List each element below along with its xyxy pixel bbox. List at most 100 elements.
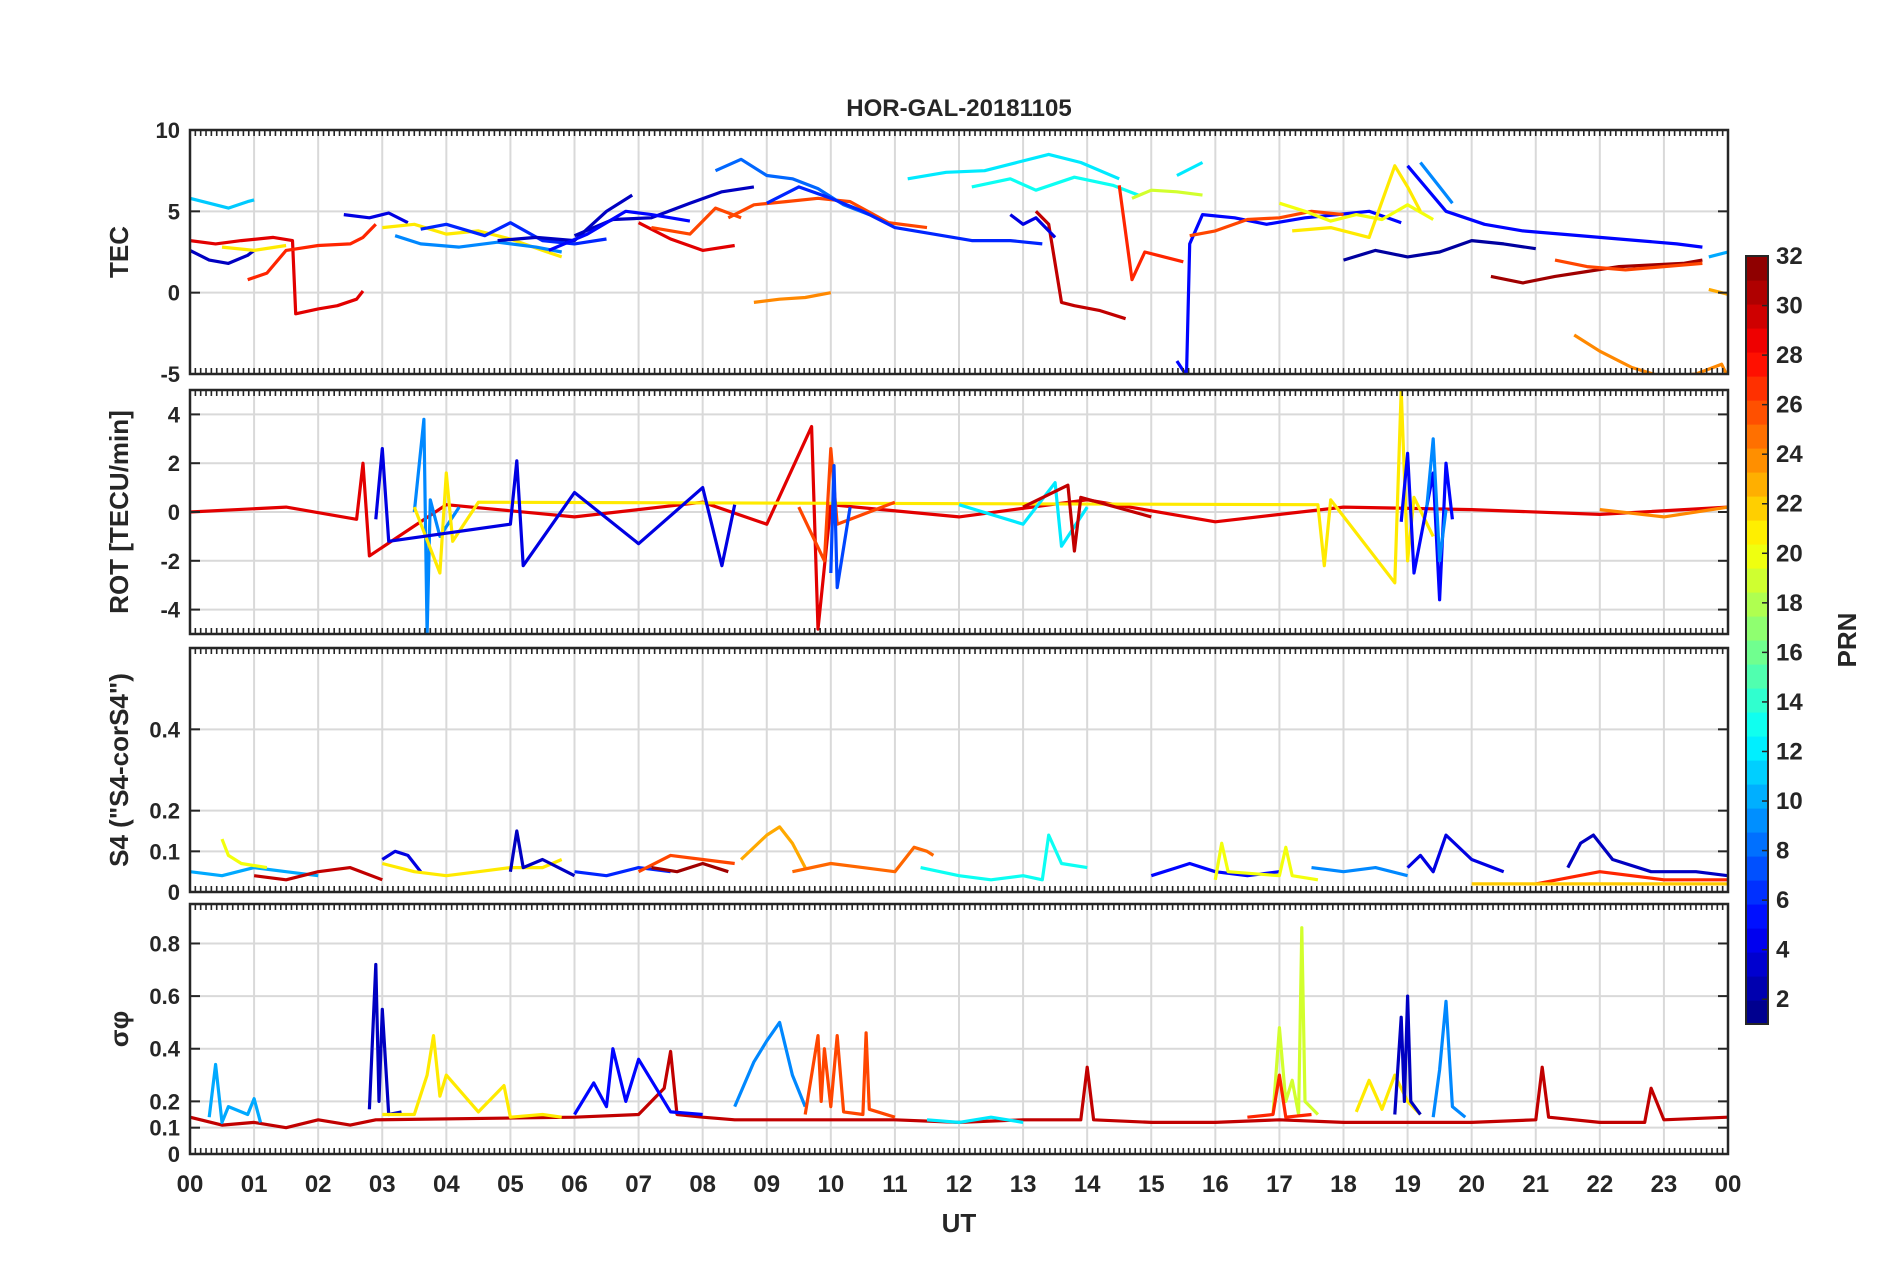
y-tick-label: 0.2 bbox=[149, 1089, 180, 1114]
x-tick-label: 08 bbox=[689, 1171, 716, 1198]
colorbar-tick-label: 16 bbox=[1776, 639, 1803, 666]
series-line-prn-12 bbox=[907, 152, 1120, 181]
panel-s4: 0 0.1 0.2 0.4 S4 ("S4-corS4") bbox=[104, 646, 1730, 905]
colorbar-tick-label: 12 bbox=[1776, 738, 1803, 765]
colorbar-segment bbox=[1746, 520, 1768, 545]
series-line-prn-26 bbox=[651, 206, 742, 236]
series-line-prn-29 bbox=[190, 235, 365, 316]
series-line-prn-5 bbox=[1406, 164, 1703, 249]
colorbar-tick-label: 20 bbox=[1776, 540, 1803, 567]
colorbar-segment bbox=[1746, 856, 1768, 881]
x-tick-label: 11 bbox=[882, 1171, 907, 1198]
colorbar-segment bbox=[1746, 256, 1768, 281]
colorbar-segment bbox=[1746, 736, 1768, 761]
colorbar-segment bbox=[1746, 640, 1768, 665]
series-line-prn-7 bbox=[829, 464, 852, 590]
series-line-prn-4 bbox=[381, 849, 422, 873]
colorbar-tick-label: 32 bbox=[1776, 243, 1803, 270]
x-tick-label: 06 bbox=[561, 1171, 588, 1198]
series-line-prn-13 bbox=[920, 833, 1088, 882]
colorbar-tick-label: 2 bbox=[1776, 986, 1789, 1013]
y-tick-label: -5 bbox=[160, 362, 180, 387]
series-line-prn-5 bbox=[1399, 451, 1454, 602]
series-line-prn-21 bbox=[221, 243, 287, 252]
colorbar-segment bbox=[1746, 784, 1768, 809]
series-line-prn-9 bbox=[394, 234, 562, 254]
y-axis-label-rot: ROT [TECU/min] bbox=[104, 410, 134, 614]
x-tick-label: 09 bbox=[753, 1171, 780, 1198]
x-tick-label: 04 bbox=[433, 1171, 460, 1198]
y-tick-label: -4 bbox=[160, 598, 180, 623]
x-tick-label: 23 bbox=[1651, 1171, 1678, 1198]
series-line-prn-30 bbox=[253, 865, 383, 882]
colorbar-tick-label: 14 bbox=[1776, 689, 1803, 716]
series-line-prn-30 bbox=[190, 1049, 1728, 1130]
x-tick-label: 02 bbox=[305, 1171, 332, 1198]
series-line-prn-3 bbox=[190, 248, 256, 265]
series-line-prn-10 bbox=[1708, 250, 1728, 259]
colorbar-tick-label: 24 bbox=[1776, 441, 1803, 468]
colorbar-segment bbox=[1746, 400, 1768, 425]
y-tick-label: 10 bbox=[156, 118, 180, 143]
series-line-prn-13 bbox=[971, 175, 1139, 197]
series-line-prn-5 bbox=[1175, 209, 1402, 374]
series-line-prn-12 bbox=[958, 481, 1089, 548]
colorbar-segment bbox=[1746, 880, 1768, 905]
y-tick-label: 0.4 bbox=[149, 717, 180, 742]
series-line-prn-27 bbox=[247, 223, 377, 282]
axes-frame bbox=[188, 128, 1730, 376]
x-tick-label: 00 bbox=[177, 1171, 204, 1198]
x-tick-label: 20 bbox=[1458, 1171, 1485, 1198]
colorbar-segment bbox=[1746, 496, 1768, 521]
series-line-prn-4 bbox=[343, 211, 409, 225]
x-tick-label: 01 bbox=[241, 1171, 268, 1198]
series-line-prn-9 bbox=[733, 1020, 807, 1108]
series-line-prn-25 bbox=[792, 845, 935, 874]
series-line-prn-4 bbox=[1406, 833, 1505, 874]
axes-frame bbox=[188, 646, 1730, 894]
y-tick-label: 0 bbox=[168, 880, 180, 905]
y-tick-label: 0 bbox=[168, 1142, 180, 1167]
colorbar-segment bbox=[1746, 376, 1768, 401]
colorbar-segment bbox=[1746, 304, 1768, 329]
series-line-prn-4 bbox=[374, 447, 737, 568]
y-tick-label: 0.6 bbox=[149, 984, 180, 1009]
series-line-prn-27 bbox=[1247, 1073, 1312, 1119]
colorbar-segment bbox=[1746, 664, 1768, 689]
y-tick-label: 0 bbox=[168, 281, 180, 306]
y-tick-label: 2 bbox=[168, 451, 180, 476]
series-line-prn-20 bbox=[220, 838, 268, 870]
colorbar-tick-label: 22 bbox=[1776, 491, 1803, 518]
x-tick-label: 00 bbox=[1715, 1171, 1742, 1198]
series-line-prn-24 bbox=[753, 291, 832, 304]
x-tick-label: 05 bbox=[497, 1171, 524, 1198]
series-line-prn-29 bbox=[637, 221, 735, 252]
x-tick-label: 21 bbox=[1522, 1171, 1549, 1198]
axes-frame bbox=[188, 388, 1730, 636]
series-line-prn-30 bbox=[1034, 210, 1127, 321]
x-tick-label: 14 bbox=[1074, 1171, 1101, 1198]
series-line-prn-27 bbox=[1117, 185, 1184, 282]
series-line-prn-9 bbox=[1419, 161, 1454, 205]
series-line-prn-11 bbox=[190, 196, 255, 210]
colorbar-tick-label: 28 bbox=[1776, 342, 1803, 369]
chart-title: HOR-GAL-20181105 bbox=[846, 95, 1071, 122]
x-tick-label: 22 bbox=[1586, 1171, 1613, 1198]
colorbar-tick-label: 6 bbox=[1776, 887, 1789, 914]
y-tick-label: 0.1 bbox=[149, 1116, 180, 1141]
series-line-prn-10 bbox=[207, 1062, 263, 1125]
series-group bbox=[190, 390, 1728, 634]
series-line-prn-4 bbox=[1009, 213, 1057, 239]
series-line-prn-24 bbox=[1599, 505, 1728, 519]
colorbar-segment bbox=[1746, 280, 1768, 305]
colorbar-tick-label: 18 bbox=[1776, 590, 1803, 617]
colorbar-tick-label: 10 bbox=[1776, 788, 1803, 815]
series-line-prn-12 bbox=[1176, 161, 1204, 177]
colorbar-segment bbox=[1746, 760, 1768, 785]
series-line-prn-9 bbox=[1431, 999, 1467, 1119]
panel-rot: -4 -2 0 2 4 ROT [TECU/min] bbox=[104, 388, 1730, 636]
panel-tec: -5 0 5 10 TEC bbox=[104, 118, 1730, 387]
colorbar-segment bbox=[1746, 688, 1768, 713]
y-tick-label: 5 bbox=[168, 199, 180, 224]
